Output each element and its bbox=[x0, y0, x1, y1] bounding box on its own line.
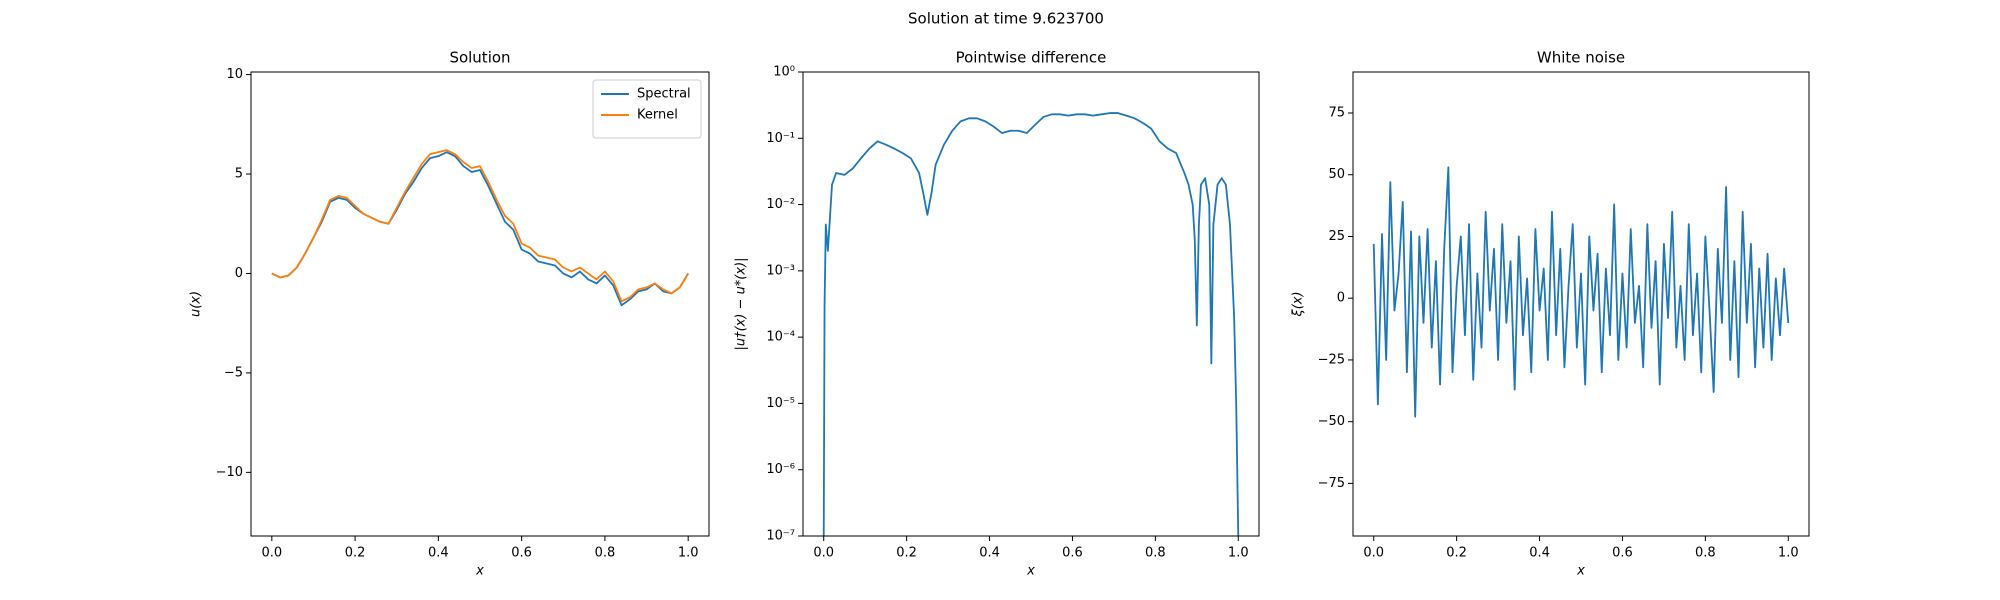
x-tick-label: 0.6 bbox=[511, 546, 532, 561]
x-tick-label: 0.4 bbox=[979, 546, 1000, 561]
y-axis-label: |u†(x) − u*(x)| bbox=[734, 257, 749, 350]
axes-title: Pointwise difference bbox=[956, 49, 1107, 67]
y-tick-label: 10 bbox=[226, 67, 243, 82]
y-tick-label: −25 bbox=[1318, 352, 1345, 367]
x-tick-label: 1.0 bbox=[678, 546, 699, 561]
y-tick-label: 10⁻¹ bbox=[766, 131, 795, 146]
y-tick-label: 25 bbox=[1328, 229, 1345, 244]
y-tick-label: 10⁻⁴ bbox=[766, 330, 795, 345]
y-tick-label: 10⁰ bbox=[773, 65, 795, 80]
y-tick-label: 10⁻⁶ bbox=[766, 462, 795, 477]
y-tick-label: −10 bbox=[216, 465, 243, 480]
data-line bbox=[822, 112, 1240, 536]
data-line bbox=[271, 149, 689, 303]
x-tick-label: 0.6 bbox=[1062, 546, 1083, 561]
y-axis-label: ξ(x) bbox=[1291, 291, 1306, 317]
x-tick-label: 0.2 bbox=[345, 546, 366, 561]
y-tick-label: 10⁻⁵ bbox=[766, 396, 795, 411]
data-line bbox=[1372, 166, 1790, 418]
x-tick-label: 0.4 bbox=[428, 546, 449, 561]
x-tick-label: 1.0 bbox=[1228, 546, 1249, 561]
x-axis-label: x bbox=[475, 564, 484, 579]
x-tick-label: 0.6 bbox=[1612, 546, 1633, 561]
axes-title: Solution bbox=[449, 49, 510, 67]
y-tick-label: −75 bbox=[1318, 476, 1345, 491]
x-tick-label: 0.0 bbox=[813, 546, 834, 561]
y-tick-label: 5 bbox=[235, 167, 243, 182]
y-tick-label: 50 bbox=[1328, 167, 1345, 182]
data-line bbox=[271, 151, 689, 307]
figure-title: Solution at time 9.623700 bbox=[908, 10, 1104, 28]
x-tick-label: 0.0 bbox=[261, 546, 282, 561]
y-tick-label: 0 bbox=[1337, 291, 1345, 306]
y-tick-label: 10⁻³ bbox=[766, 263, 795, 278]
y-axis-label: u(x) bbox=[189, 291, 204, 317]
x-tick-label: 0.4 bbox=[1529, 546, 1550, 561]
y-tick-label: 10⁻² bbox=[766, 197, 795, 212]
x-axis-label: x bbox=[1026, 564, 1035, 579]
y-tick-label: −5 bbox=[224, 365, 243, 380]
axes-frame bbox=[802, 71, 1260, 537]
x-tick-label: 0.2 bbox=[896, 546, 917, 561]
x-tick-label: 0.8 bbox=[595, 546, 616, 561]
axes-frame bbox=[250, 71, 710, 537]
y-tick-label: 0 bbox=[235, 266, 243, 281]
y-tick-label: 10⁻⁷ bbox=[766, 529, 795, 544]
x-tick-label: 0.8 bbox=[1695, 546, 1716, 561]
x-tick-label: 0.8 bbox=[1145, 546, 1166, 561]
y-tick-label: 75 bbox=[1328, 105, 1345, 120]
x-axis-label: x bbox=[1576, 564, 1585, 579]
x-tick-label: 0.2 bbox=[1446, 546, 1467, 561]
legend-label: Spectral bbox=[637, 87, 691, 102]
y-tick-label: −50 bbox=[1318, 414, 1345, 429]
x-tick-label: 1.0 bbox=[1778, 546, 1799, 561]
legend-label: Kernel bbox=[637, 108, 678, 123]
axes-frame bbox=[1352, 71, 1810, 537]
axes-title: White noise bbox=[1537, 49, 1625, 67]
x-tick-label: 0.0 bbox=[1363, 546, 1384, 561]
